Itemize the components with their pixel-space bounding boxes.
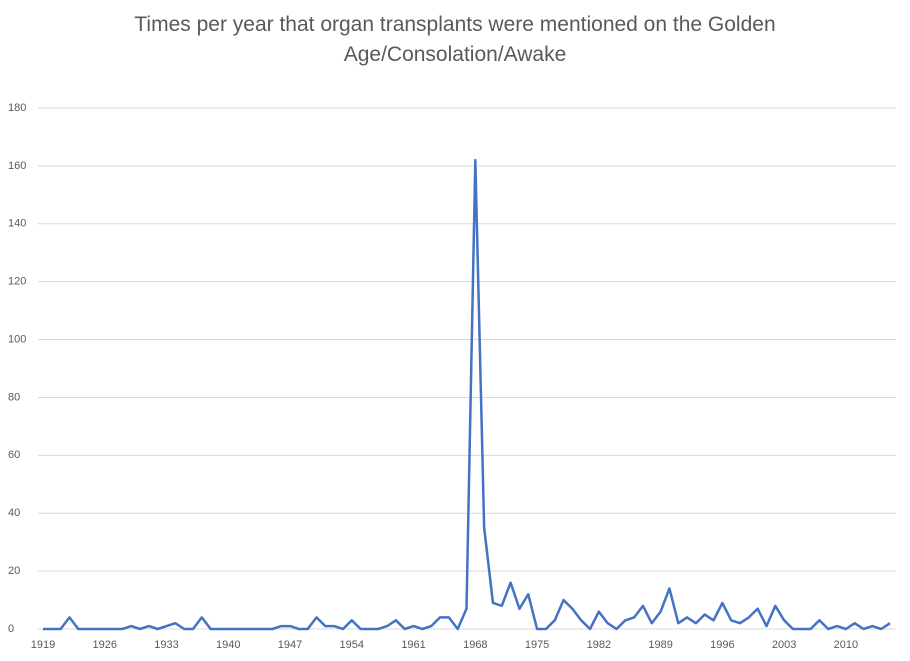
x-tick-label: 1933 [154, 639, 178, 651]
chart-title: Times per year that organ transplants we… [134, 13, 776, 66]
y-tick-label: 0 [8, 623, 14, 635]
x-tick-label: 1989 [648, 639, 672, 651]
x-tick-label: 1961 [401, 639, 425, 651]
x-tick-label: 1954 [340, 639, 364, 651]
x-tick-label: 1968 [463, 639, 487, 651]
y-tick-label: 100 [8, 333, 26, 345]
y-tick-label: 180 [8, 102, 26, 114]
x-tick-label: 1996 [710, 639, 734, 651]
y-tick-label: 60 [8, 449, 20, 461]
x-tick-label: 1919 [31, 639, 55, 651]
y-tick-label: 140 [8, 218, 26, 230]
x-tick-label: 1975 [525, 639, 549, 651]
x-tick-label: 1926 [93, 639, 117, 651]
y-tick-label: 160 [8, 160, 26, 172]
x-tick-label: 2010 [834, 639, 858, 651]
x-tick-label: 1982 [587, 639, 611, 651]
y-tick-label: 120 [8, 276, 26, 288]
x-tick-label: 2003 [772, 639, 796, 651]
x-tick-label: 1947 [278, 639, 302, 651]
x-tick-label: 1940 [216, 639, 240, 651]
y-tick-label: 20 [8, 565, 20, 577]
data-line [43, 158, 891, 631]
y-tick-label: 80 [8, 391, 20, 403]
y-tick-label: 40 [8, 507, 20, 519]
